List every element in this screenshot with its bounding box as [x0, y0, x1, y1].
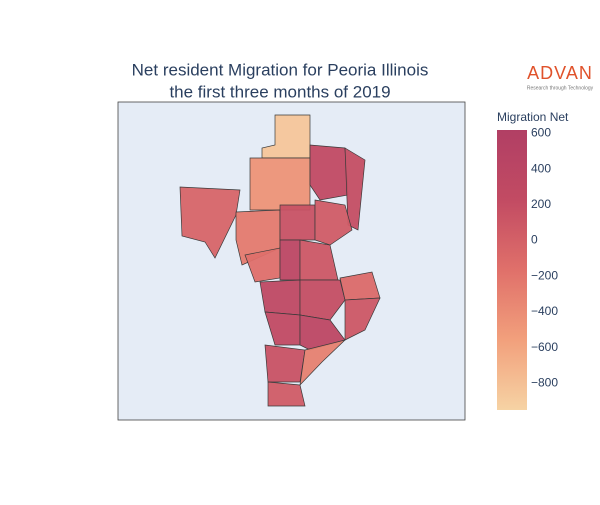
colorbar-tick-label: 600 [531, 126, 551, 140]
region [309, 144, 349, 201]
colorbar-title: Migration Net [497, 110, 569, 124]
region [267, 381, 306, 407]
colorbar-tick-label: −400 [531, 304, 558, 318]
region [179, 186, 241, 259]
logo-tagline: Research through Technology [527, 85, 594, 91]
region [299, 279, 346, 321]
colorbar-tick-label: 200 [531, 197, 551, 211]
colorbar-tick-label: −200 [531, 268, 558, 282]
regions [179, 114, 381, 407]
chart-title: the first three months of 2019 [169, 82, 390, 101]
colorbar-tick-label: 0 [531, 233, 538, 247]
chart-title: Net resident Migration for Peoria Illino… [132, 60, 429, 79]
colorbar-tick-label: 400 [531, 161, 551, 175]
region [279, 239, 301, 281]
colorbar [497, 130, 527, 410]
region [299, 339, 347, 387]
logo-name: ADVAN [527, 63, 593, 83]
region [264, 344, 306, 383]
colorbar-ticks: 600 400 200 0 −200 −400 −600 −800 [531, 126, 558, 390]
region [259, 279, 301, 316]
region [279, 204, 316, 241]
region [344, 297, 381, 341]
colorbar-tick-label: −600 [531, 340, 558, 354]
region [344, 147, 366, 231]
region [249, 157, 311, 211]
colorbar-tick-label: −800 [531, 375, 558, 389]
region [314, 199, 353, 246]
